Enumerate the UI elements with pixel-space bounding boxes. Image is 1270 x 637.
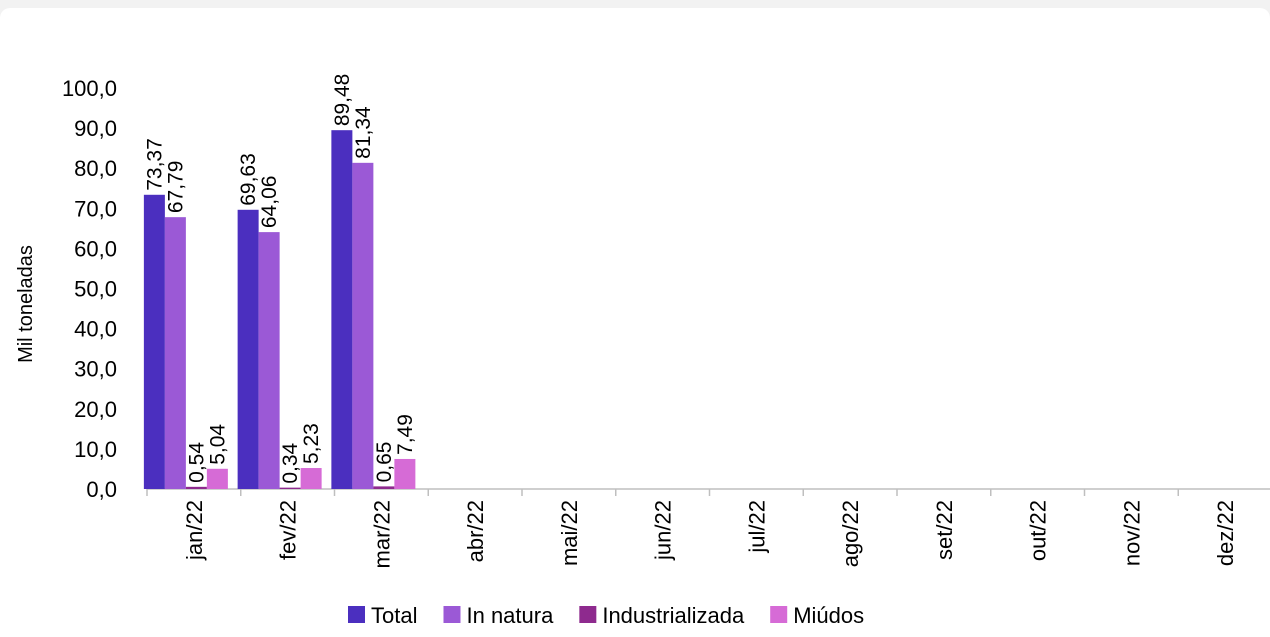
- data-label: 0,54: [185, 442, 208, 483]
- y-tick-label: 60,0: [74, 236, 117, 261]
- x-tick-label: set/22: [932, 500, 957, 560]
- data-label: 73,37: [143, 138, 166, 191]
- data-label: 7,49: [394, 414, 417, 455]
- x-tick-label: out/22: [1026, 500, 1051, 561]
- legend: Total In natura Industrializada Miúdos: [348, 603, 864, 628]
- y-tick-label: 50,0: [74, 277, 117, 302]
- legend-item: In natura: [443, 603, 554, 628]
- legend-swatch: [348, 606, 365, 623]
- chart-panel: [0, 8, 1270, 637]
- y-axis-label: Mil toneladas: [15, 245, 37, 363]
- bar: [143, 194, 165, 489]
- bar: [258, 232, 280, 490]
- x-tick-label: dez/22: [1213, 500, 1238, 566]
- data-labels: 73,37 69,63 89,48 67,79 64,06 81,34 0,54 0,34 0,…: [143, 74, 417, 484]
- data-label: 89,48: [331, 74, 354, 127]
- bar: [206, 468, 228, 489]
- x-tick-label: nov/22: [1119, 500, 1144, 566]
- bar: [237, 209, 259, 490]
- data-label: 67,79: [164, 161, 187, 214]
- legend-label: Industrializada: [602, 603, 745, 628]
- legend-item: Industrializada: [579, 603, 745, 628]
- bar: [352, 162, 374, 489]
- legend-swatch: [579, 606, 597, 623]
- bar: [185, 486, 207, 489]
- legend-swatch: [443, 606, 461, 623]
- data-label: 5,23: [300, 423, 323, 464]
- x-tick-label: jan/22: [182, 500, 207, 561]
- bar: [164, 217, 186, 489]
- legend-label: Total: [371, 603, 417, 628]
- x-tick-label: mai/22: [557, 500, 582, 566]
- x-tick-label: abr/22: [463, 500, 488, 562]
- legend-item: Miúdos: [770, 603, 864, 628]
- x-tick-label: jul/22: [744, 500, 769, 554]
- legend-item: Total: [348, 603, 417, 628]
- x-tick-label: fev/22: [276, 500, 301, 560]
- x-tick-label: ago/22: [838, 500, 863, 567]
- bar: [394, 458, 416, 489]
- data-label: 64,06: [258, 176, 281, 229]
- y-tick-label: 0,0: [86, 477, 117, 502]
- y-tick-label: 70,0: [74, 196, 117, 221]
- y-tick-label: 80,0: [74, 156, 117, 181]
- x-axis: jan/22 fev/22 mar/22 abr/22 mai/22 jun/22 jul/…: [146, 488, 1270, 568]
- y-tick-label: 10,0: [74, 437, 117, 462]
- legend-label: In natura: [466, 603, 554, 628]
- y-tick-label: 40,0: [74, 317, 117, 342]
- legend-swatch: [770, 606, 788, 623]
- bar: [300, 468, 322, 489]
- y-tick-label: 90,0: [74, 116, 117, 141]
- legend-label: Miúdos: [793, 603, 864, 628]
- y-tick-label: 100,0: [62, 76, 117, 101]
- bar: [331, 130, 353, 490]
- x-tick-label: jun/22: [651, 500, 676, 561]
- y-tick-label: 20,0: [74, 397, 117, 422]
- bars: [143, 130, 416, 490]
- y-axis: 0,0 10,0 20,0 30,0 40,0 50,0 60,0 70,0 80,0 90,0 1…: [62, 76, 117, 502]
- data-label: 5,04: [206, 424, 229, 465]
- data-label: 0,34: [279, 442, 302, 483]
- bar: [373, 486, 395, 489]
- y-tick-label: 30,0: [74, 357, 117, 382]
- x-tick-label: mar/22: [369, 500, 394, 568]
- data-label: 69,63: [237, 153, 260, 206]
- bar: [279, 487, 301, 489]
- data-label: 81,34: [352, 106, 375, 159]
- data-label: 0,65: [373, 442, 396, 483]
